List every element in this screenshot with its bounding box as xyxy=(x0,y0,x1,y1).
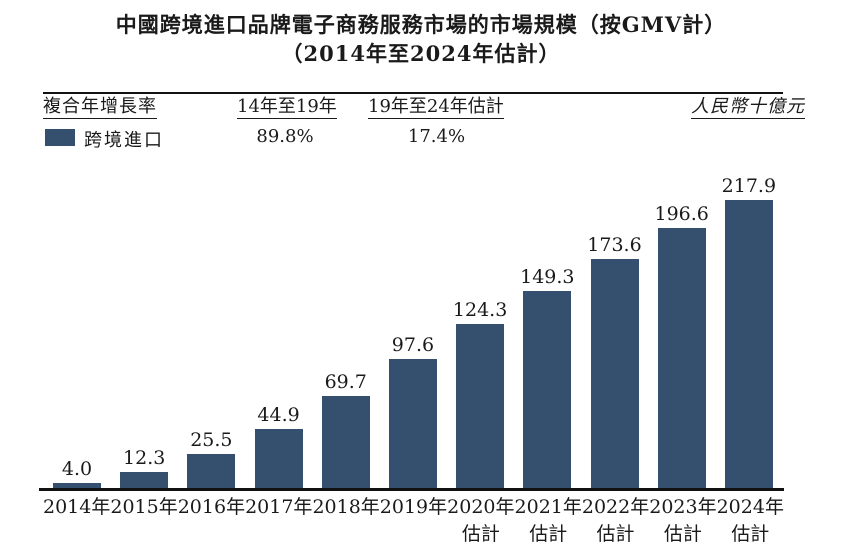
bar-series: 4.0 12.3 25.5 44.9 69.7 97.6 124.3 149.3 173.6 19… xyxy=(53,170,777,488)
bar-value-label: 124.3 xyxy=(452,298,508,321)
chart-title-line1: 中國跨境進口品牌電子商務服務市場的市場規模（按GMV計） xyxy=(115,12,727,37)
bar-value-label: 173.6 xyxy=(587,233,642,256)
x-axis-tick-label: 2023年 估計 xyxy=(649,496,717,545)
bar xyxy=(120,471,169,488)
bar-group: 69.7 xyxy=(321,370,370,488)
bar xyxy=(724,200,773,488)
period1-column-header: 14年至19年 xyxy=(237,96,337,119)
bar-value-label: 97.6 xyxy=(391,334,435,356)
bar xyxy=(321,395,370,488)
bar xyxy=(657,228,706,488)
top-divider-line xyxy=(43,92,783,94)
x-axis-tick-label: 2024年 估計 xyxy=(716,496,784,545)
x-axis-tick-label: 2016年 xyxy=(177,496,246,518)
bar xyxy=(523,290,572,488)
bar-value-label: 69.7 xyxy=(324,370,367,393)
period2-column-header: 19年至24年估計 xyxy=(368,96,504,119)
bar-group: 196.6 xyxy=(654,203,709,488)
bar-group: 149.3 xyxy=(520,265,575,488)
bar-group: 25.5 xyxy=(187,429,236,488)
x-axis-tick-label: 2020年 估計 xyxy=(447,496,515,545)
chart-title-line2: （2014年至2024年估計） xyxy=(281,41,561,66)
bar-group: 173.6 xyxy=(587,234,642,488)
bar xyxy=(187,454,236,488)
bar-group: 44.9 xyxy=(254,403,303,488)
currency-unit-label: 人民幣十億元 xyxy=(691,96,805,119)
chart-title: 中國跨境進口品牌電子商務服務市場的市場規模（按GMV計） （2014年至2024… xyxy=(0,10,842,68)
bar-group: 12.3 xyxy=(120,446,169,488)
x-axis-labels: 2014年 2015年 2016年 2017年 2018年 2019年 2020年 估計 202… xyxy=(43,494,784,548)
bar-value-label: 196.6 xyxy=(654,203,709,226)
x-axis-tick-label: 2019年 xyxy=(379,496,448,518)
bar xyxy=(590,258,639,488)
bar-group: 124.3 xyxy=(452,298,508,488)
bar-group: 217.9 xyxy=(721,175,777,488)
bar xyxy=(254,428,303,488)
bar-value-label: 217.9 xyxy=(721,175,777,197)
bar-value-label: 12.3 xyxy=(123,446,166,469)
bar-group: 4.0 xyxy=(53,458,101,488)
x-axis-tick-label: 2022年 估計 xyxy=(581,496,650,545)
bar xyxy=(53,482,101,488)
x-axis-tick-label: 2014年 xyxy=(43,496,111,518)
bar-value-label: 149.3 xyxy=(520,265,575,288)
bar xyxy=(456,323,505,488)
bar-value-label: 44.9 xyxy=(257,403,300,426)
legend-swatch xyxy=(45,129,75,146)
x-axis-tick-label: 2015年 xyxy=(110,496,178,518)
bar-value-label: 4.0 xyxy=(61,457,93,480)
x-axis-line xyxy=(39,488,784,491)
bar xyxy=(388,359,437,488)
cagr-column-header: 複合年增長率 xyxy=(43,96,157,119)
legend-series-label: 跨境進口 xyxy=(84,130,164,151)
x-axis-tick-label: 2018年 xyxy=(312,496,380,518)
bar-value-label: 25.5 xyxy=(190,429,233,452)
period1-cagr-value: 89.8% xyxy=(256,126,314,147)
bar-group: 97.6 xyxy=(388,334,437,488)
x-axis-tick-label: 2021年 估計 xyxy=(514,496,582,545)
period2-cagr-value: 17.4% xyxy=(407,126,466,147)
x-axis-tick-label: 2017年 xyxy=(245,496,313,518)
